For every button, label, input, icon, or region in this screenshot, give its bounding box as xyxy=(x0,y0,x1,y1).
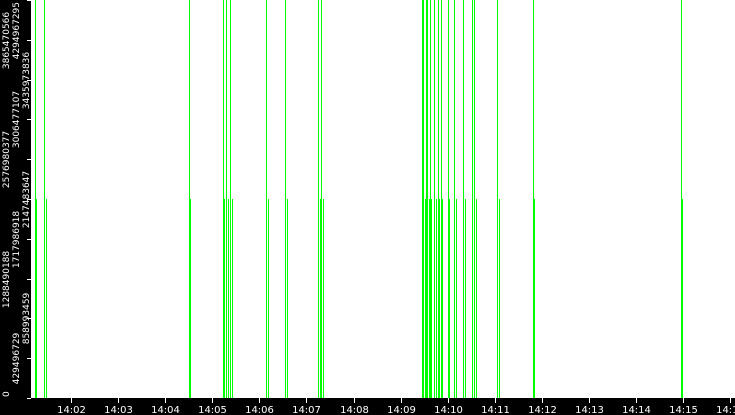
x-tick-label: 14:10 xyxy=(434,405,463,415)
y-tick-label: 2576980377 xyxy=(2,131,12,188)
x-tick-label: 14:05 xyxy=(198,405,227,415)
x-tick-label: 14:02 xyxy=(57,405,86,415)
x-axis-band xyxy=(0,398,735,415)
y-tick-label: 1288490188 xyxy=(2,251,12,309)
y-tick-label: 3435973836 xyxy=(22,52,32,110)
series-marks xyxy=(35,0,683,398)
x-tick-label: 14:13 xyxy=(575,405,604,415)
x-tick-label: 14:12 xyxy=(528,405,557,415)
y-tick-label: 858993459 xyxy=(22,292,32,344)
x-tick-label: 14:06 xyxy=(245,405,274,415)
x-tick-label: 14:08 xyxy=(340,405,369,415)
x-tick-label: 14:07 xyxy=(292,405,321,415)
y-tick-label: 4294967295 xyxy=(12,2,22,59)
y-tick-label: 429496729 xyxy=(12,332,22,384)
x-tick-label: 14:11 xyxy=(481,405,510,415)
y-tick-label: 2147483647 xyxy=(22,171,32,228)
x-tick-label: 14:04 xyxy=(151,405,180,415)
y-tick-label: 3865470566 xyxy=(2,12,12,70)
y-axis-band xyxy=(0,0,31,415)
y-tick-label: 1717986918 xyxy=(12,211,22,269)
y-tick-label: 0 xyxy=(2,391,12,397)
x-tick-label: 14:15 xyxy=(669,405,698,415)
x-tick-label: 14:03 xyxy=(104,405,133,415)
plot-area xyxy=(31,0,735,398)
x-tick-label: 14:16 xyxy=(716,405,735,415)
y-axis: 0429496729858993459128849018817179869182… xyxy=(2,0,32,399)
x-tick-label: 14:14 xyxy=(622,405,651,415)
y-tick-label: 3006477107 xyxy=(12,91,22,148)
x-tick-label: 14:09 xyxy=(387,405,416,415)
x-axis: 14:02 14:03 14:04 14:05 14:06 14:07 14:08 14:09… xyxy=(57,398,735,415)
